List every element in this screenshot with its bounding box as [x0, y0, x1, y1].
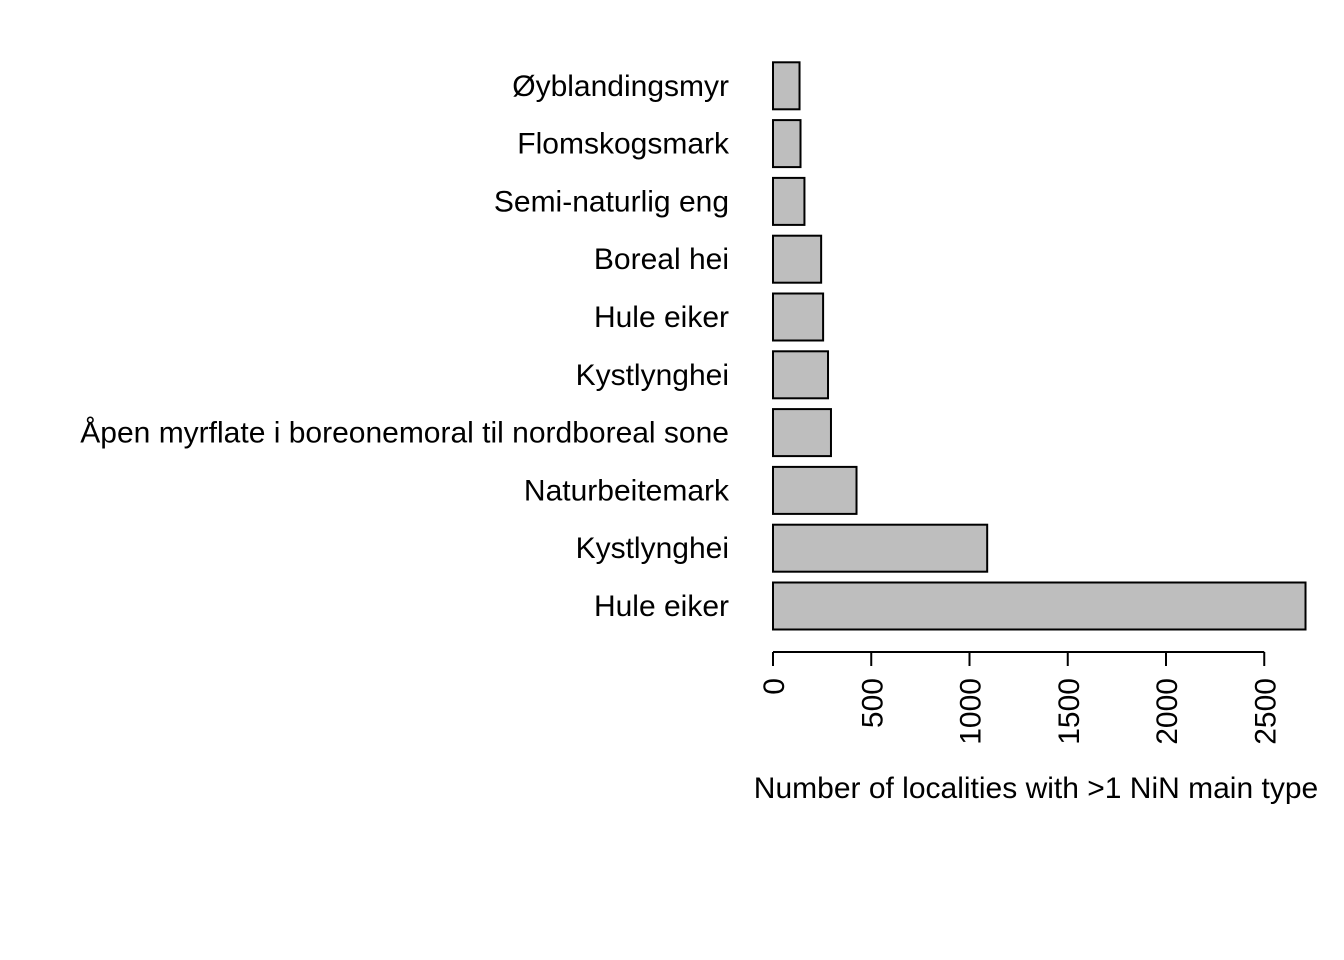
- category-label-5: Hule eiker: [594, 301, 729, 334]
- category-label-1: Kystlynghei: [576, 532, 729, 565]
- category-label-7: Semi-naturlig eng: [494, 185, 729, 218]
- bar-8: [772, 119, 802, 169]
- x-tick-label-1: 500: [856, 678, 889, 728]
- bar-6: [772, 234, 823, 284]
- category-label-4: Kystlynghei: [576, 359, 729, 392]
- category-labels-group: Hule eiker Kystlynghei Naturbeitemark Åpen …: [80, 70, 730, 623]
- bar-3: [772, 408, 832, 458]
- category-label-9: Øyblandingsmyr: [512, 70, 729, 103]
- bar-4: [772, 350, 830, 400]
- bar-2: [772, 465, 858, 515]
- category-label-6: Boreal hei: [594, 243, 729, 276]
- category-label-2: Naturbeitemark: [524, 474, 730, 507]
- category-label-8: Flomskogsmark: [517, 128, 730, 161]
- x-axis-title: Number of localities with >1 NiN main ty…: [754, 772, 1318, 805]
- x-tick-label-4: 2000: [1151, 678, 1184, 745]
- category-label-0: Hule eiker: [594, 590, 729, 623]
- x-tick-label-5: 2500: [1249, 678, 1282, 745]
- bar-0: [772, 581, 1307, 631]
- bar-7: [772, 176, 806, 226]
- x-tick-label-3: 1500: [1053, 678, 1086, 745]
- x-axis: 0 500 1000 1500 2000 2500: [758, 651, 1282, 745]
- category-label-3: Åpen myrflate i boreonemoral til nordbor…: [80, 417, 729, 450]
- bars-group: [772, 61, 1307, 631]
- bar-9: [772, 61, 801, 111]
- bar-1: [772, 523, 989, 573]
- x-tick-label-0: 0: [758, 678, 791, 695]
- x-tick-label-2: 1000: [955, 678, 988, 745]
- bar-5: [772, 292, 825, 342]
